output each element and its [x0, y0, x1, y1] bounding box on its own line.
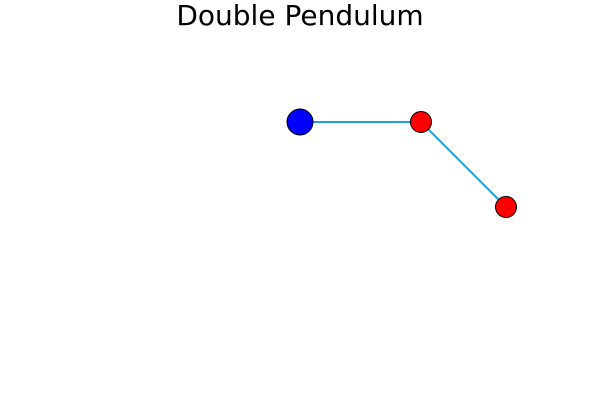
lower-bob	[495, 196, 517, 218]
pivot-point	[286, 108, 314, 136]
lower-rod	[420, 121, 507, 208]
upper-bob	[410, 111, 432, 133]
plot-title: Double Pendulum	[176, 0, 424, 32]
